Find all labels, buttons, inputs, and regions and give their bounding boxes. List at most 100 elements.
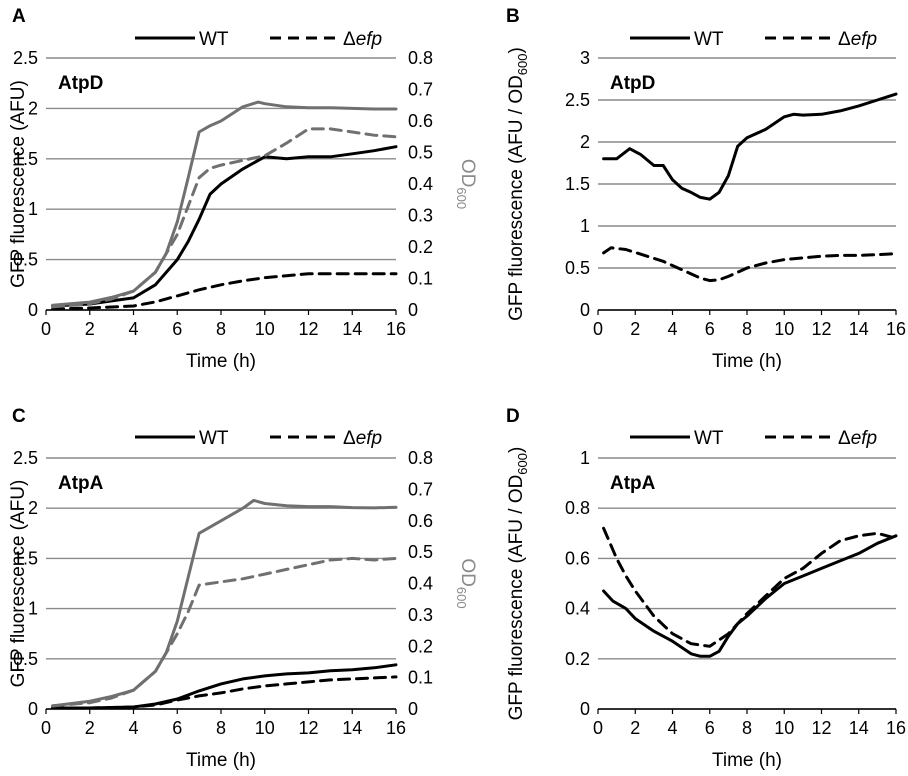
series-line-delta-efp-gfp — [51, 272, 398, 311]
y-tick-label: 2 — [28, 98, 38, 118]
legend-label-delta-efp: Δefp — [343, 29, 382, 50]
series-line-wt-od600 — [51, 100, 398, 307]
y2-tick-label: 0 — [408, 300, 418, 320]
legend: WT Δefp — [135, 29, 382, 50]
y-axis-label: GFP fluorescence (AFU / OD600) — [506, 447, 530, 721]
y2-tick-label: 0.6 — [408, 111, 433, 131]
panel-title: AtpD — [58, 73, 103, 94]
legend-label-wt: WT — [694, 428, 724, 449]
y2-tick-label: 0.2 — [408, 237, 433, 257]
x-axis-label: Time (h) — [712, 351, 782, 372]
x-tick-label: 12 — [298, 718, 318, 738]
panel-letter: B — [506, 6, 520, 27]
legend-delta-symbol: Δ — [838, 29, 851, 50]
x-tick-label: 14 — [342, 718, 362, 738]
series-line-wt-gfp — [51, 663, 398, 710]
y2-tick-label: 0.5 — [408, 143, 433, 163]
legend-label-delta-efp: Δefp — [838, 428, 877, 449]
x-tick-label: 8 — [216, 718, 226, 738]
y-tick-label: 2 — [580, 132, 590, 152]
series-line-wt-gfp — [602, 92, 898, 201]
panel-letter: C — [12, 406, 26, 427]
y-tick-label: 0.5 — [565, 258, 590, 278]
panel-title: AtpD — [610, 73, 655, 94]
x-tick-label: 12 — [298, 319, 318, 339]
y2-tick-label: 0.8 — [408, 48, 433, 68]
y-axis-label-main: GFP fluorescence (AFU / OD — [506, 75, 527, 321]
x-tick-label: 2 — [630, 718, 640, 738]
y-axis-label: GFP fluorescence (AFU / OD600) — [506, 47, 530, 321]
series-line-delta-efp-od600 — [51, 556, 398, 708]
panel-title: AtpA — [610, 473, 656, 494]
panel-b: B WT Δefp 0 0.5 1 1.5 2 2.5 3 0 2 4 6 8 10 12 14 16 Time (h… — [506, 6, 906, 372]
y-tick-label: 0 — [28, 699, 38, 719]
panel-a: A WT Δefp 0 0.5 1 1.5 2 2.5 0 0.1 0.2 0.3 0.4 0.5 0.6 0.… — [8, 6, 478, 372]
x-tick-label: 14 — [342, 319, 362, 339]
y2-tick-label: 0 — [408, 699, 418, 719]
y-tick-label: 0 — [580, 699, 590, 719]
y-tick-label: 2.5 — [13, 448, 38, 468]
x-tick-label: 0 — [41, 319, 51, 339]
y2-axis-label-sub: 600 — [454, 187, 469, 209]
panel-c: C WT Δefp 0 0.5 1 1.5 2 2.5 0 0.1 0.2 0.3 0.4 0.5 0.6 0.… — [8, 406, 478, 771]
y2-tick-label: 0.8 — [408, 448, 433, 468]
y2-tick-label: 0.3 — [408, 206, 433, 226]
y-tick-label: 1.5 — [565, 174, 590, 194]
x-axis-label: Time (h) — [712, 750, 782, 771]
x-tick-label: 10 — [774, 319, 794, 339]
y2-axis-label: OD600 — [454, 159, 478, 209]
x-tick-label: 6 — [172, 319, 182, 339]
x-tick-label: 6 — [705, 718, 715, 738]
legend-delta-symbol: Δ — [838, 428, 851, 449]
y2-axis-label-main: OD — [457, 159, 478, 188]
x-tick-label: 6 — [172, 718, 182, 738]
legend-label-delta-efp: Δefp — [343, 428, 382, 449]
x-tick-label: 16 — [386, 319, 406, 339]
legend-efp-text: efp — [851, 428, 877, 449]
x-tick-label: 4 — [128, 319, 138, 339]
x-tick-label: 16 — [886, 319, 906, 339]
y2-tick-label: 0.7 — [408, 479, 433, 499]
x-tick-label: 14 — [849, 319, 869, 339]
x-tick-label: 6 — [705, 319, 715, 339]
y-axis-label-main: GFP fluorescence (AFU / OD — [506, 475, 527, 721]
x-tick-label: 0 — [41, 718, 51, 738]
y-tick-label: 0.5 — [13, 250, 38, 270]
series-line-delta-efp-gfp — [602, 246, 898, 283]
y-tick-label: 2.5 — [565, 90, 590, 110]
x-axis-label: Time (h) — [186, 351, 256, 372]
y-tick-label: 0.2 — [565, 649, 590, 669]
y-axis-label: GFP fluorescence (AFU) — [8, 80, 29, 288]
x-tick-label: 2 — [630, 319, 640, 339]
y-tick-label: 1.5 — [13, 548, 38, 568]
series-line-wt-gfp — [51, 145, 398, 308]
series-line-wt-gfp — [602, 534, 898, 658]
y-tick-label: 0 — [580, 300, 590, 320]
x-axis-label: Time (h) — [186, 750, 256, 771]
legend-efp-text: efp — [356, 29, 382, 50]
y-axis-label-sub: 600 — [515, 453, 530, 475]
y-tick-label: 1.5 — [13, 149, 38, 169]
y-tick-label: 0.8 — [565, 498, 590, 518]
y2-tick-label: 0.2 — [408, 636, 433, 656]
legend-delta-symbol: Δ — [343, 428, 356, 449]
y2-axis-label-sub: 600 — [454, 587, 469, 609]
legend: WT Δefp — [630, 29, 877, 50]
y-axis-label-close: ) — [506, 447, 527, 453]
y-tick-label: 0 — [28, 300, 38, 320]
legend-delta-symbol: Δ — [343, 29, 356, 50]
y2-tick-label: 0.5 — [408, 542, 433, 562]
x-tick-label: 14 — [849, 718, 869, 738]
x-tick-label: 10 — [774, 718, 794, 738]
y2-axis-label-main: OD — [457, 558, 478, 587]
legend: WT Δefp — [135, 428, 382, 449]
y2-tick-label: 0.6 — [408, 511, 433, 531]
x-tick-label: 16 — [386, 718, 406, 738]
x-tick-label: 8 — [742, 718, 752, 738]
panel-letter: A — [12, 6, 26, 27]
series-line-delta-efp-gfp — [602, 526, 898, 648]
x-tick-label: 0 — [593, 319, 603, 339]
x-tick-label: 8 — [742, 319, 752, 339]
